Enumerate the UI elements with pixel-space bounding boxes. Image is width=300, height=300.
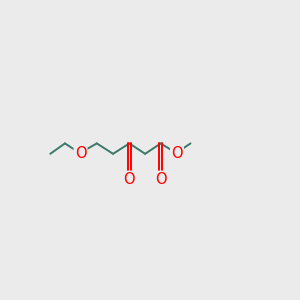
Text: O: O: [75, 146, 86, 161]
Text: O: O: [171, 146, 183, 161]
Text: O: O: [155, 172, 167, 187]
Text: O: O: [124, 172, 135, 187]
